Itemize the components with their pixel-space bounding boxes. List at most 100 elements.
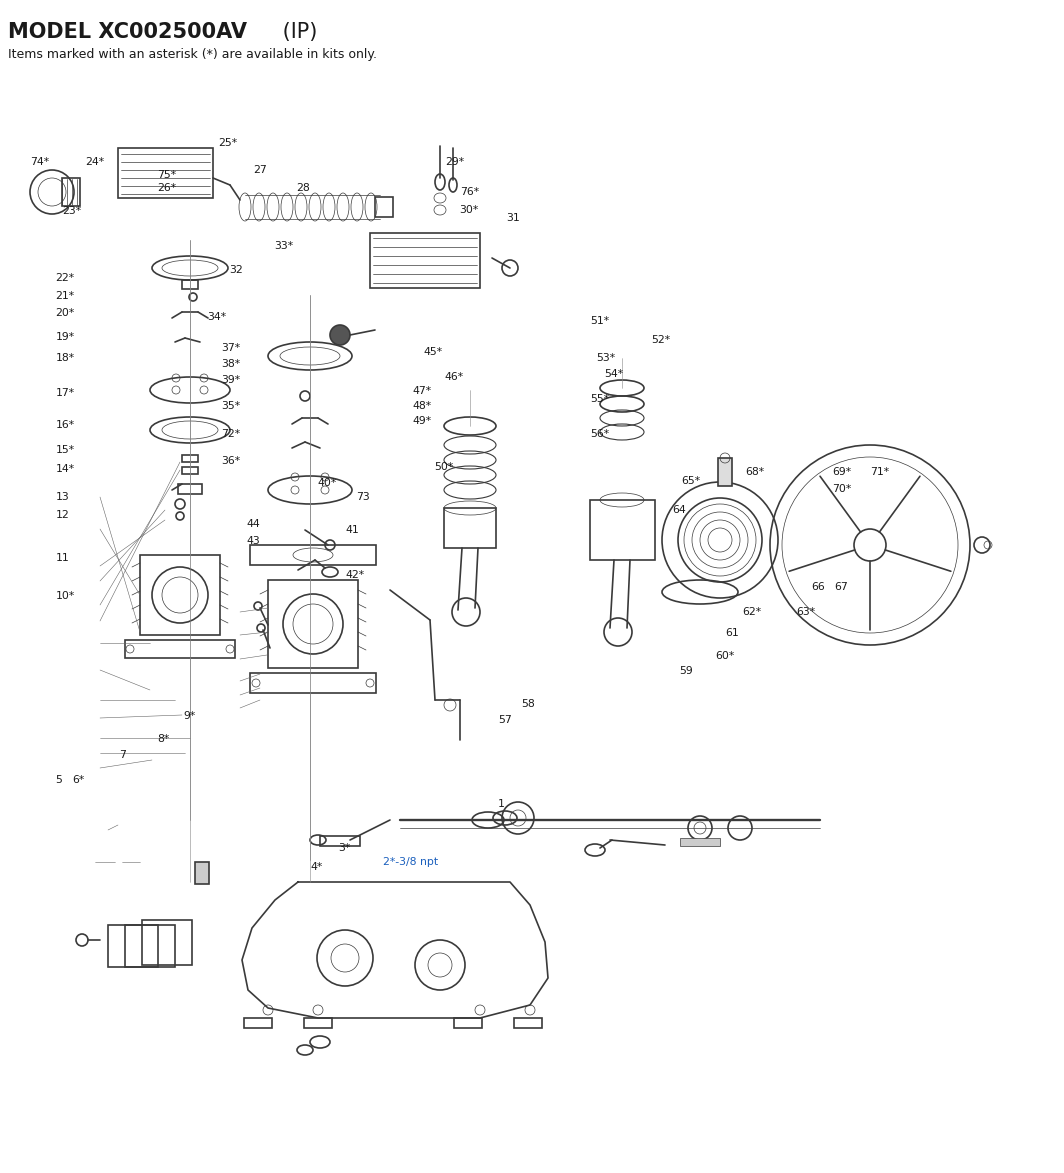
Text: 17*: 17* <box>55 388 74 398</box>
Text: 30*: 30* <box>460 205 479 215</box>
Text: 12: 12 <box>55 510 69 520</box>
Text: 53*: 53* <box>596 353 615 362</box>
Text: 24*: 24* <box>85 157 104 167</box>
Text: 29*: 29* <box>445 157 464 167</box>
Text: 16*: 16* <box>55 420 74 429</box>
Bar <box>718 457 732 486</box>
Text: MODEL XC002500AV: MODEL XC002500AV <box>9 22 247 42</box>
Text: 19*: 19* <box>55 332 74 341</box>
Text: 42*: 42* <box>346 570 365 579</box>
Circle shape <box>330 325 350 345</box>
Text: 15*: 15* <box>55 446 74 455</box>
Bar <box>244 1018 272 1028</box>
Text: 33*: 33* <box>275 242 294 251</box>
Text: 13: 13 <box>55 493 69 502</box>
Bar <box>62 178 80 206</box>
Text: 46*: 46* <box>445 372 464 381</box>
Text: 32: 32 <box>229 265 243 274</box>
Text: (IP): (IP) <box>276 22 317 42</box>
Text: 66: 66 <box>811 582 825 591</box>
Text: 51*: 51* <box>591 317 610 326</box>
Text: 9*: 9* <box>183 711 196 720</box>
Bar <box>195 862 209 884</box>
Bar <box>109 925 157 967</box>
Text: 62*: 62* <box>743 608 762 617</box>
Text: 73: 73 <box>356 493 370 502</box>
Text: 59: 59 <box>679 666 693 676</box>
Text: 50*: 50* <box>434 462 453 472</box>
Bar <box>320 836 360 846</box>
Text: 55*: 55* <box>591 394 610 404</box>
Bar <box>444 508 496 548</box>
Text: 63*: 63* <box>796 608 815 617</box>
Text: 56*: 56* <box>591 429 610 439</box>
Text: 38*: 38* <box>221 359 240 368</box>
Text: 25*: 25* <box>218 138 237 148</box>
Text: 72*: 72* <box>221 429 240 439</box>
Text: 3*: 3* <box>338 843 351 853</box>
Text: 14*: 14* <box>55 465 74 474</box>
Text: 4*: 4* <box>311 862 323 872</box>
Text: 52*: 52* <box>651 335 670 345</box>
Text: 65*: 65* <box>681 476 700 486</box>
Text: 23*: 23* <box>62 206 81 216</box>
Bar <box>182 455 198 462</box>
Text: 5: 5 <box>55 775 62 785</box>
Text: 26*: 26* <box>157 183 177 192</box>
Text: 28: 28 <box>296 183 310 192</box>
Text: 71*: 71* <box>870 467 890 476</box>
Bar <box>118 148 213 198</box>
Text: 7: 7 <box>119 751 126 760</box>
Text: 67: 67 <box>834 582 848 591</box>
Text: 57: 57 <box>498 716 512 725</box>
Text: Items marked with an asterisk (*) are available in kits only.: Items marked with an asterisk (*) are av… <box>9 48 377 61</box>
Bar <box>375 197 393 217</box>
Text: 60*: 60* <box>715 651 734 660</box>
Text: 48*: 48* <box>413 401 432 411</box>
Text: 10*: 10* <box>55 591 74 601</box>
Text: 20*: 20* <box>55 308 74 318</box>
Text: 27: 27 <box>253 165 267 175</box>
Text: 61: 61 <box>726 629 739 638</box>
Text: 2*-3/8 npt: 2*-3/8 npt <box>383 857 438 867</box>
Text: 47*: 47* <box>413 386 432 395</box>
Bar <box>140 555 220 635</box>
Text: 1: 1 <box>498 799 504 808</box>
Text: 8*: 8* <box>157 734 170 744</box>
Text: 22*: 22* <box>55 273 74 283</box>
Text: 64: 64 <box>672 506 686 515</box>
Text: 44: 44 <box>247 520 261 529</box>
Bar <box>250 673 376 693</box>
Bar <box>142 920 192 965</box>
Text: 40*: 40* <box>317 479 336 488</box>
Text: 21*: 21* <box>55 291 74 300</box>
Text: 43: 43 <box>247 536 261 545</box>
Bar <box>304 1018 332 1028</box>
Bar <box>454 1018 482 1028</box>
Text: 6*: 6* <box>72 775 85 785</box>
Text: 39*: 39* <box>221 375 240 385</box>
Bar <box>124 640 235 658</box>
Text: 35*: 35* <box>221 401 240 411</box>
Text: 76*: 76* <box>460 188 479 197</box>
Text: 11: 11 <box>55 554 69 563</box>
Text: 18*: 18* <box>55 353 74 362</box>
Text: 36*: 36* <box>221 456 240 466</box>
Text: 49*: 49* <box>413 416 432 426</box>
Bar <box>268 579 358 667</box>
Bar <box>178 484 202 494</box>
Bar <box>370 233 480 289</box>
Bar <box>182 280 198 289</box>
Text: 41: 41 <box>346 526 360 535</box>
Text: 31: 31 <box>506 213 520 223</box>
Bar <box>182 467 198 474</box>
Bar <box>680 838 720 846</box>
Bar <box>514 1018 542 1028</box>
Text: 75*: 75* <box>157 170 177 179</box>
Text: 37*: 37* <box>221 344 240 353</box>
Bar <box>591 500 655 560</box>
Text: 54*: 54* <box>604 369 624 379</box>
Text: 69*: 69* <box>832 467 851 476</box>
Text: 58: 58 <box>521 699 535 708</box>
Text: 74*: 74* <box>30 157 49 167</box>
